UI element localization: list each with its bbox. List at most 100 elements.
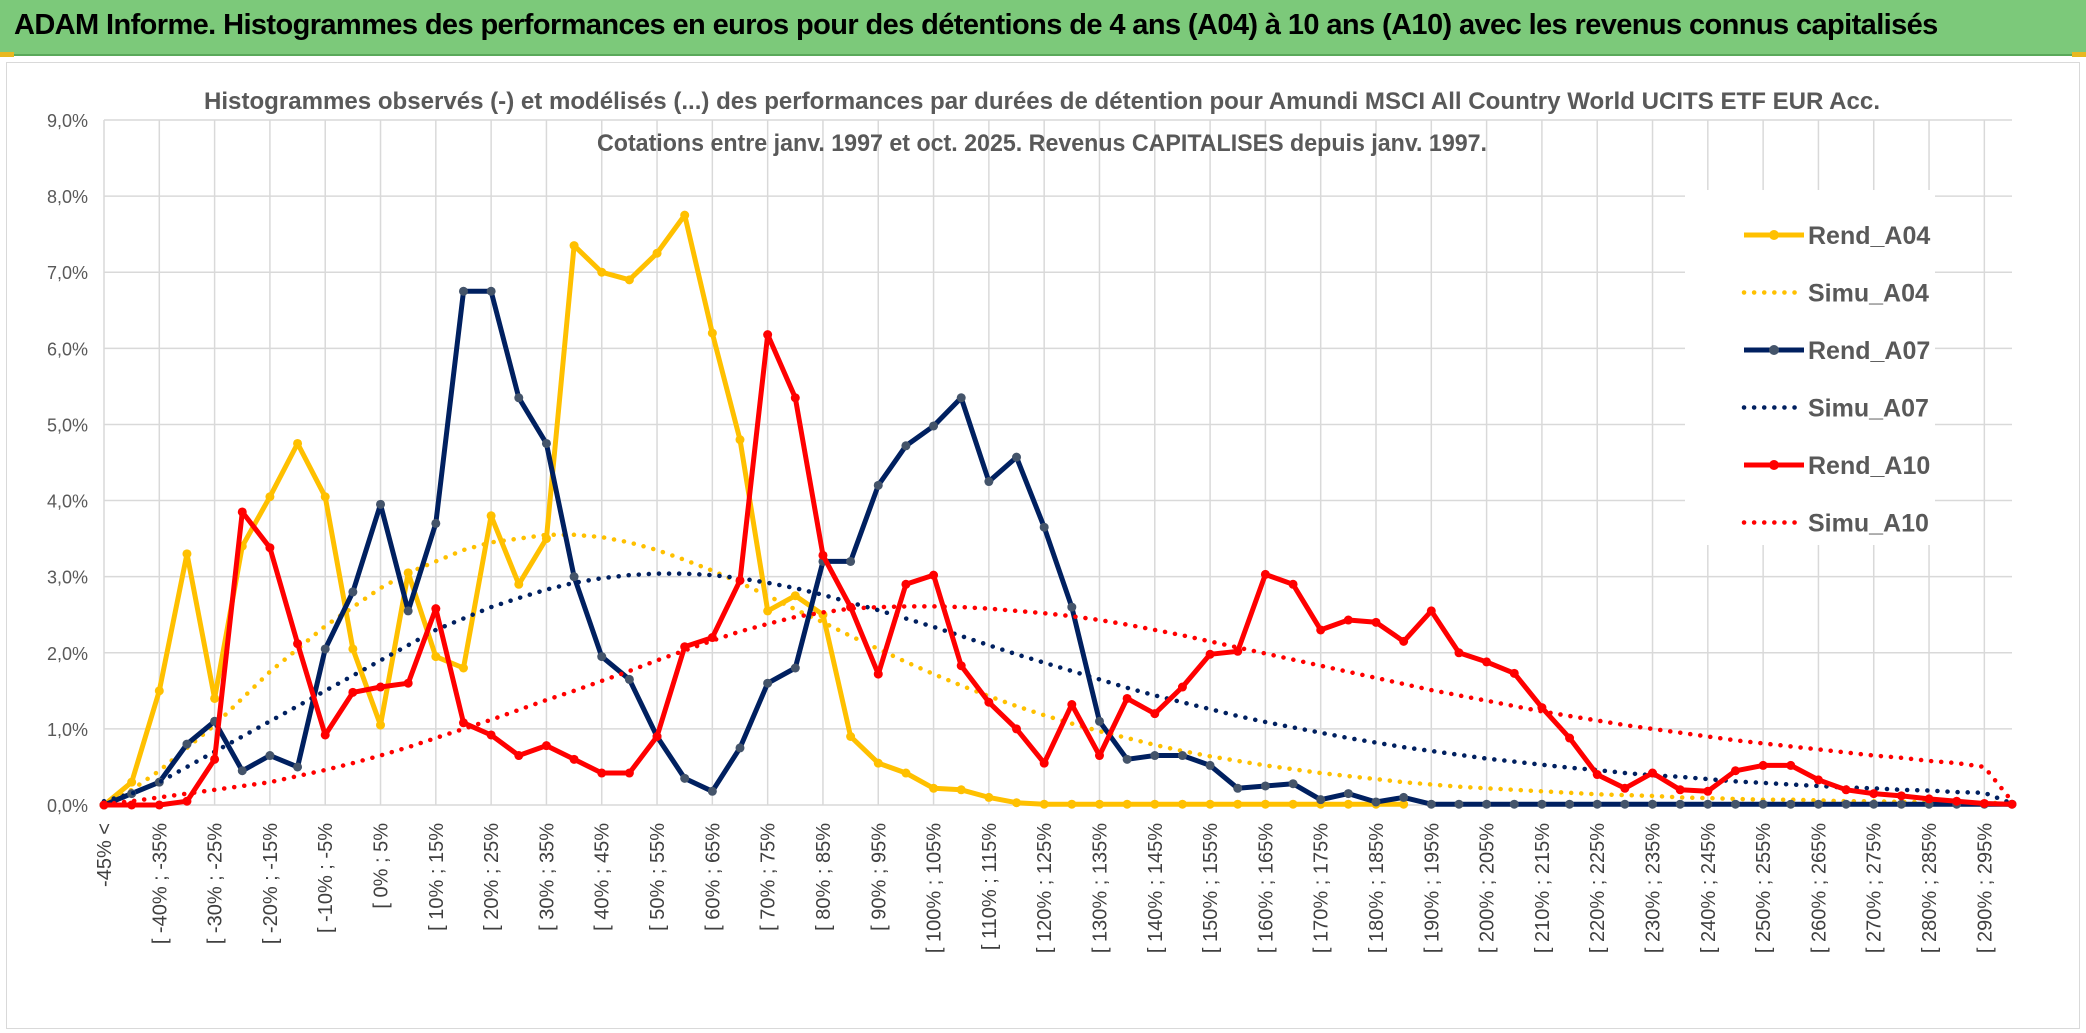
rend-a10-point <box>541 741 551 751</box>
x-tick-label: [ 40% ; 45% <box>592 823 614 931</box>
y-axis: 0,0% 1,0% 2,0% 3,0% 4,0% 5,0% 6,0% 7,0% 8,0% 9,0% <box>47 111 88 816</box>
rend-a10-point <box>182 796 192 806</box>
rend-a10-point <box>1205 649 1215 659</box>
y-tick-label: 4,0% <box>47 492 88 512</box>
rend-a10-point <box>431 604 441 614</box>
rend-a10-point <box>486 730 496 740</box>
x-tick-label: [ -40% ; -35% <box>149 823 171 944</box>
banner-accent-left <box>0 52 14 57</box>
rend-a10-point <box>1371 617 1381 627</box>
x-tick-label: [ 130% ; 135% <box>1089 823 1111 953</box>
legend-label-simu-a10: Simu_A10 <box>1808 510 1929 538</box>
rend-a10-point <box>790 393 800 403</box>
x-tick-label: -45% < <box>94 823 116 887</box>
rend-a07-line <box>103 288 2012 808</box>
rend-a07-point <box>182 739 192 749</box>
report-title: ADAM Informe. Histogrammes des performan… <box>14 9 1938 41</box>
rend-a10-point <box>1012 724 1022 734</box>
rend-a04-point <box>1150 799 1160 809</box>
rend-a07-point <box>1067 602 1077 612</box>
rend-a04-point <box>265 492 275 502</box>
rend-a07-point <box>624 674 634 684</box>
rend-a07-point <box>514 393 524 403</box>
rend-a10-point <box>237 507 247 517</box>
rend-a10-point <box>1813 775 1823 785</box>
rend-a07-point <box>458 286 468 296</box>
rend-a07-point <box>1896 799 1906 809</box>
rend-a07-point <box>1565 799 1575 809</box>
rend-a07-point <box>1730 799 1740 809</box>
rend-a04-point <box>846 732 856 741</box>
y-tick-label: 0,0% <box>47 796 88 816</box>
rend-a10-point <box>818 550 828 560</box>
rend-a07-point <box>790 663 800 673</box>
y-tick-label: 5,0% <box>47 415 88 435</box>
rend-a10-point <box>2007 799 2017 809</box>
rend-a07-point <box>1150 751 1160 761</box>
rend-a04-point <box>458 663 468 673</box>
rend-a10-point <box>1260 569 1270 579</box>
rend-a04-point <box>901 768 911 778</box>
x-tick-label: [ 210% ; 215% <box>1532 823 1554 953</box>
rend-a07-point <box>569 572 579 582</box>
rend-a07-point <box>707 786 717 796</box>
gridlines <box>103 119 2012 806</box>
rend-a10-point <box>1979 798 1989 808</box>
rend-a04-point <box>1343 799 1353 809</box>
y-tick-label: 7,0% <box>47 263 88 283</box>
legend-background <box>1685 190 1935 545</box>
rend-a07-point <box>1454 799 1464 809</box>
rend-a07-point <box>348 587 358 597</box>
rend-a07-point <box>1399 792 1409 802</box>
x-tick-label: [ 60% ; 65% <box>702 823 724 931</box>
rend-a10-point <box>569 754 579 764</box>
rend-a07-point <box>873 480 883 490</box>
series-layer <box>99 210 2017 810</box>
rend-a10-point <box>1094 751 1104 761</box>
rend-a04-point <box>348 644 358 654</box>
x-tick-label: [ 70% ; 75% <box>758 823 780 931</box>
rend-a10-point <box>1426 606 1436 616</box>
rend-a04-point <box>929 783 939 793</box>
rend-a04-point <box>1399 799 1409 809</box>
rend-a10-point <box>154 800 164 810</box>
rend-a04-point <box>652 248 662 258</box>
rend-a07-point <box>293 762 303 772</box>
y-tick-label: 3,0% <box>47 568 88 588</box>
rend-a10-point <box>1039 758 1049 768</box>
legend-label-rend-a04: Rend_A04 <box>1808 222 1930 250</box>
rend-a10-point <box>735 575 745 585</box>
rend-a07-point <box>763 678 773 688</box>
rend-a07-point <box>1648 799 1658 809</box>
y-tick-label: 6,0% <box>47 339 88 359</box>
rend-a07-point <box>376 499 386 509</box>
rend-a10-point <box>873 669 883 679</box>
rend-a07-point <box>1675 799 1685 809</box>
rend-a10-point <box>1067 700 1077 710</box>
rend-a04-point <box>320 492 330 502</box>
rend-a10-point <box>1509 668 1519 678</box>
x-tick-label: [ 120% ; 125% <box>1034 823 1056 953</box>
rend-a04-point <box>763 606 773 616</box>
rend-a10-point <box>597 768 607 778</box>
rend-a04-point <box>873 758 883 768</box>
rend-a07-point <box>846 556 856 566</box>
x-tick-label: [ 150% ; 155% <box>1200 823 1222 953</box>
rend-a07-point <box>1758 799 1768 809</box>
x-tick-label: [ 220% ; 225% <box>1587 823 1609 953</box>
rend-a07-point <box>1343 789 1353 799</box>
rend-a07-point <box>1426 799 1436 809</box>
legend-label-rend-a07: Rend_A07 <box>1808 337 1930 365</box>
rend-a10-point <box>1952 796 1962 806</box>
rend-a10-point <box>1896 791 1906 801</box>
rend-a07-point <box>403 606 413 616</box>
rend-a07-point <box>1122 754 1132 764</box>
x-tick-label: [ -30% ; -25% <box>205 823 227 944</box>
x-tick-label: [ 230% ; 235% <box>1643 823 1665 953</box>
legend-marker-rend-a04 <box>1769 230 1779 240</box>
rend-a04-point <box>1039 799 1049 809</box>
legend-label-simu-a04: Simu_A04 <box>1808 280 1929 308</box>
rend-a10-point <box>1730 766 1740 776</box>
rend-a10-point <box>929 570 939 580</box>
x-tick-label: [ 90% ; 95% <box>868 823 890 931</box>
